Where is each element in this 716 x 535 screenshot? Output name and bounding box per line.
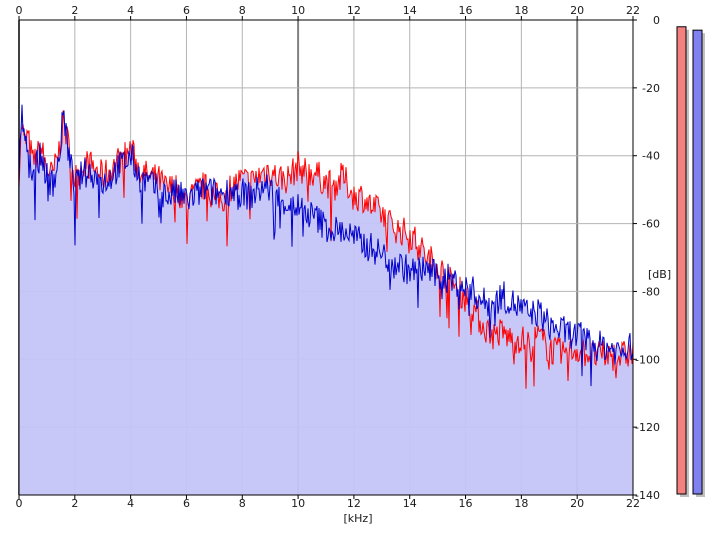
top-tick-label: 20	[570, 4, 584, 17]
top-tick-label: 16	[459, 4, 473, 17]
right-tick-label: -20	[642, 82, 660, 95]
top-tick-label: 2	[71, 4, 78, 17]
top-tick-label: 14	[403, 4, 417, 17]
top-tick-label: 4	[127, 4, 134, 17]
top-tick-label: 0	[16, 4, 23, 17]
series-lines	[18, 104, 634, 389]
level-meter-right	[692, 29, 703, 495]
bottom-tick-label: 0	[16, 497, 23, 510]
x-axis-label: [kHz]	[344, 512, 373, 525]
right-tick-label: -40	[642, 150, 660, 163]
top-tick-label: 6	[183, 4, 190, 17]
y-axis-label: [dB]	[648, 268, 671, 281]
right-tick-label: -60	[642, 218, 660, 231]
bottom-tick-label: 14	[403, 497, 417, 510]
bottom-tick-label: 12	[347, 497, 361, 510]
right-tick-label: -120	[635, 421, 660, 434]
right-tick-labels: 0 -20 -40 -60 -80 -100 -120 -140	[633, 14, 660, 502]
top-tick-labels: 0 2 4 6 8 10 12 14 16 18 20 22	[16, 4, 640, 20]
right-tick-label: -80	[642, 285, 660, 298]
axis-frame	[18, 19, 634, 496]
top-tick-label: 22	[626, 4, 640, 17]
bottom-tick-label: 16	[459, 497, 473, 510]
right-tick-label: -100	[635, 353, 660, 366]
bottom-tick-label: 20	[570, 497, 584, 510]
bottom-tick-label: 18	[514, 497, 528, 510]
level-meters	[676, 26, 705, 498]
bottom-tick-label: 10	[291, 497, 305, 510]
bottom-tick-labels: 0 2 4 6 8 10 12 14 16 18 20 22	[16, 495, 640, 510]
top-tick-label: 12	[347, 4, 361, 17]
spectrum-fill	[19, 104, 633, 495]
bottom-tick-label: 8	[239, 497, 246, 510]
bottom-tick-label: 6	[183, 497, 190, 510]
right-tick-label: 0	[653, 14, 660, 27]
bottom-tick-label: 4	[127, 497, 134, 510]
top-tick-label: 18	[514, 4, 528, 17]
top-tick-label: 8	[239, 4, 246, 17]
spectrum-area	[19, 104, 633, 495]
top-tick-label: 10	[291, 4, 305, 17]
series-blue-line	[18, 104, 634, 387]
right-tick-label: -140	[635, 489, 660, 502]
bottom-tick-label: 22	[626, 497, 640, 510]
level-meter-left	[676, 26, 687, 495]
bottom-tick-label: 2	[71, 497, 78, 510]
